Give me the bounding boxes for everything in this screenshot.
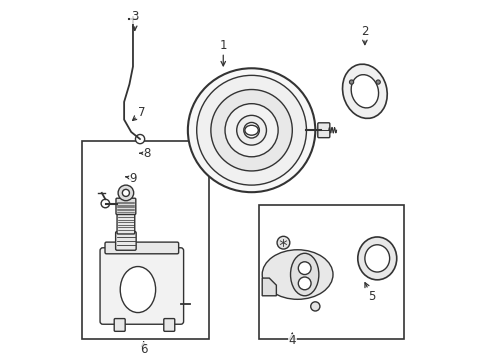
Bar <box>258 204 403 339</box>
Circle shape <box>349 80 353 84</box>
Text: 8: 8 <box>140 147 150 160</box>
FancyBboxPatch shape <box>115 231 136 250</box>
Polygon shape <box>262 278 276 296</box>
FancyBboxPatch shape <box>317 123 329 138</box>
Text: 6: 6 <box>140 342 147 356</box>
Text: 4: 4 <box>288 333 295 347</box>
Ellipse shape <box>120 266 155 312</box>
Circle shape <box>210 90 292 171</box>
Text: 7: 7 <box>132 106 145 121</box>
FancyBboxPatch shape <box>105 242 178 254</box>
Ellipse shape <box>244 125 258 135</box>
Circle shape <box>375 80 380 84</box>
Circle shape <box>277 236 289 249</box>
Ellipse shape <box>357 237 396 280</box>
Text: 1: 1 <box>219 39 226 66</box>
Ellipse shape <box>187 68 315 192</box>
Ellipse shape <box>364 245 389 272</box>
FancyBboxPatch shape <box>100 248 183 324</box>
Bar <box>81 141 209 339</box>
Circle shape <box>135 135 144 144</box>
Circle shape <box>118 185 133 201</box>
Text: 5: 5 <box>364 283 375 303</box>
FancyBboxPatch shape <box>117 212 135 234</box>
Ellipse shape <box>342 64 386 118</box>
Circle shape <box>298 277 310 290</box>
Text: 3: 3 <box>131 10 138 31</box>
Circle shape <box>224 104 278 157</box>
Text: 9: 9 <box>125 171 137 185</box>
FancyBboxPatch shape <box>114 319 125 331</box>
Circle shape <box>236 115 266 145</box>
Text: 2: 2 <box>360 24 368 45</box>
Ellipse shape <box>290 253 318 296</box>
FancyBboxPatch shape <box>163 319 174 331</box>
Circle shape <box>244 122 259 138</box>
Circle shape <box>196 75 306 185</box>
Circle shape <box>122 189 129 197</box>
Ellipse shape <box>350 75 378 108</box>
Circle shape <box>298 262 310 275</box>
FancyBboxPatch shape <box>116 198 136 215</box>
Circle shape <box>101 199 109 208</box>
Circle shape <box>310 302 319 311</box>
Ellipse shape <box>262 250 332 299</box>
